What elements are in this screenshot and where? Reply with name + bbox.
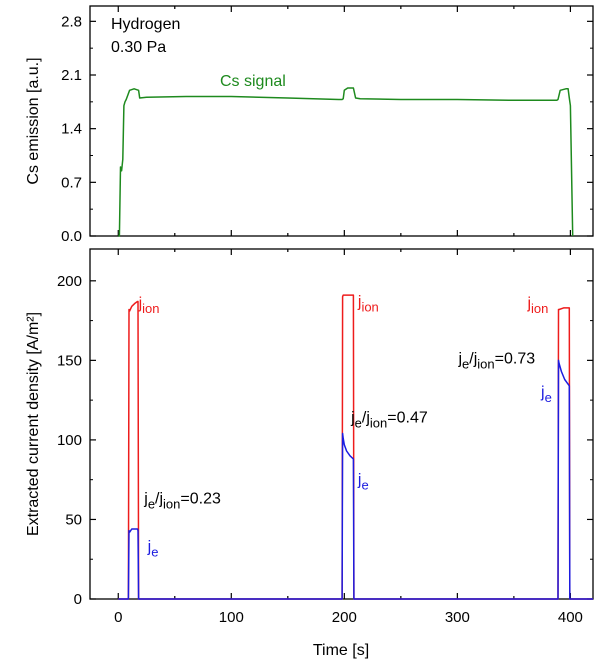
bottom-x-tick-label: 200 (332, 609, 357, 626)
top-y-tick-label: 0.7 (61, 174, 82, 191)
cs-signal-label: Cs signal (220, 73, 286, 90)
series-line-je (118, 359, 593, 600)
jion-annotation: jion (357, 293, 379, 314)
je-annotation: je (147, 538, 159, 559)
gas-label: Hydrogen (111, 16, 180, 33)
top-y-tick-label: 0.0 (61, 228, 82, 245)
bottom-y-tick-label: 50 (65, 511, 82, 528)
series-line-jion (118, 294, 593, 600)
top-y-axis-title: Cs emission [a.u.] (25, 57, 42, 184)
bottom-x-tick-label: 400 (558, 609, 583, 626)
ratio-annotation: je/jion=0.23 (143, 491, 221, 512)
bottom-y-tick-label: 150 (57, 352, 82, 369)
x-axis-title: Time [s] (313, 642, 369, 659)
je-annotation: je (540, 384, 552, 405)
bottom-y-tick-label: 0 (74, 591, 82, 608)
je-annotation: je (357, 471, 369, 492)
ratio-annotation: je/jion=0.73 (457, 351, 535, 372)
jion-annotation: jion (526, 295, 548, 316)
bottom-y-tick-label: 200 (57, 273, 82, 290)
bottom-y-axis-title: Extracted current density [A/m²] (25, 312, 42, 536)
cs-emission-panel: 0.0 0.7 1.4 2.1 2.8 Cs emission [a.u.] Hydro… (25, 5, 594, 245)
top-y-tick-label: 2.1 (61, 67, 82, 84)
bottom-x-tick-label: 300 (445, 609, 470, 626)
bottom-y-tick-label: 100 (57, 432, 82, 449)
series-line-cs-signal (118, 87, 574, 237)
pressure-label: 0.30 Pa (111, 39, 166, 56)
ratio-annotation: je/jion=0.47 (350, 409, 428, 430)
bottom-x-tick-label: 0 (114, 609, 122, 626)
top-y-tick-label: 2.8 (61, 13, 82, 30)
jion-annotation: jion (138, 295, 160, 316)
bottom-x-tick-label: 100 (219, 609, 244, 626)
top-plot-frame (89, 5, 594, 237)
top-y-tick-label: 1.4 (61, 121, 82, 138)
